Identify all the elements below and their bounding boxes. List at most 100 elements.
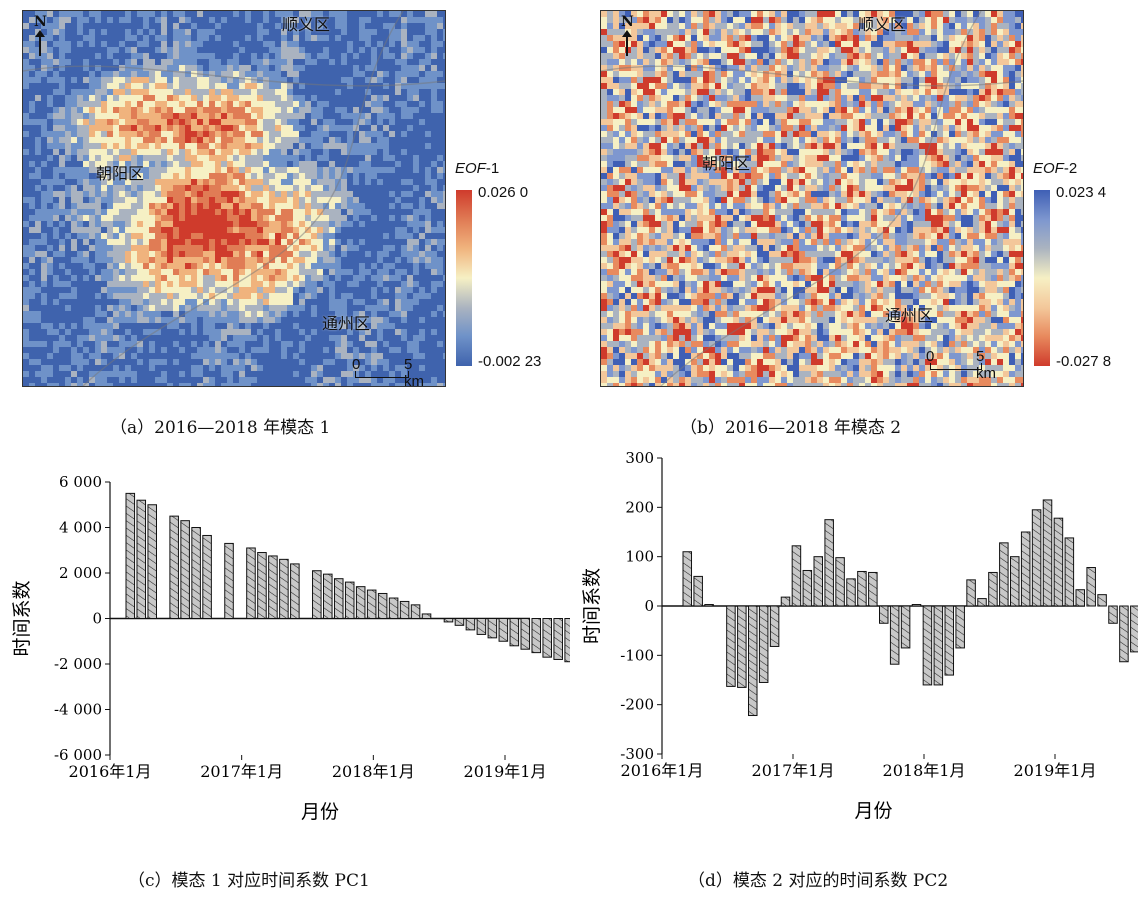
bar [509, 618, 520, 647]
bar [889, 605, 900, 665]
y-tick-label: 0 [644, 597, 654, 615]
bar [824, 519, 834, 607]
bar [1075, 589, 1086, 607]
bar [966, 579, 976, 607]
bar [693, 575, 703, 607]
x-tick-label: 2019年1月 [1014, 761, 1097, 780]
bar [1042, 499, 1053, 607]
scale-zero: 0 [926, 348, 935, 365]
bar [813, 556, 824, 607]
bar [1064, 537, 1075, 607]
caption-b: （b）2016—2018 年模态 2 [680, 418, 902, 438]
legend-max: 0.026 0 [478, 184, 529, 201]
bar [312, 570, 322, 620]
legend-title: EOF-2 [1033, 160, 1077, 177]
y-tick-label: 4 000 [59, 519, 102, 537]
legend-title-eof: EOF [1033, 160, 1064, 177]
bar [900, 605, 911, 649]
bar [1031, 509, 1042, 607]
bar [704, 604, 714, 607]
place-label-chaoyang: 朝阳区 [702, 154, 751, 173]
map-eof1 [22, 10, 446, 387]
bar [476, 618, 487, 635]
bar [846, 578, 856, 607]
bar [290, 563, 300, 619]
bar [388, 597, 399, 619]
north-arrow-icon [35, 30, 45, 56]
legend-max: 0.023 4 [1056, 184, 1107, 201]
y-tick-label: -4 000 [54, 701, 102, 719]
bar [410, 604, 421, 620]
y-tick-label: 300 [625, 449, 654, 467]
bar [1010, 556, 1020, 607]
river-line [601, 11, 1023, 386]
bar [780, 596, 791, 607]
bar [1086, 567, 1096, 607]
bar [169, 515, 179, 619]
bar [1119, 605, 1129, 663]
bar [125, 492, 136, 619]
bar [465, 618, 476, 631]
colorbar [456, 190, 472, 366]
x-tick-label: 2018年1月 [332, 762, 415, 781]
place-label-shunyi: 顺义区 [858, 15, 907, 34]
bar [1020, 531, 1031, 607]
y-tick-label: -6 000 [54, 746, 102, 764]
map-eof2 [600, 10, 1024, 387]
bar [791, 545, 802, 607]
bar [726, 605, 736, 687]
y-tick-label: 0 [92, 610, 102, 628]
x-tick-label: 2016年1月 [621, 761, 704, 780]
bar [1130, 605, 1138, 653]
north-label: N [621, 14, 634, 30]
bar [202, 534, 212, 619]
bar [355, 586, 366, 619]
bar [279, 558, 289, 619]
bar [933, 605, 944, 686]
bar [224, 542, 234, 619]
y-tick-label: 2 000 [59, 564, 102, 582]
x-tick-label: 2018年1月 [883, 761, 966, 780]
bar [531, 618, 542, 654]
x-tick-label: 2019年1月 [464, 762, 547, 781]
bar [487, 618, 498, 639]
map-eof1-raster [23, 11, 445, 386]
y-tick-label: 200 [625, 498, 654, 516]
bar [955, 605, 965, 649]
place-label-tongzhou: 通州区 [885, 306, 934, 325]
bar [443, 618, 454, 623]
bar [1053, 517, 1064, 607]
y-tick-label: 6 000 [59, 473, 102, 491]
y-tick-label: -100 [620, 646, 654, 664]
bar [879, 605, 889, 624]
bar [911, 604, 922, 607]
bar [366, 589, 377, 619]
bar [498, 618, 509, 642]
place-label-chaoyang: 朝阳区 [96, 164, 145, 183]
chart-panel-d: 300 200 100 0 -100 -200 -300 2016年1月 2017年1月 2018… [570, 440, 1138, 844]
bar [257, 552, 267, 619]
bar [421, 613, 432, 619]
y-axis-label: 时间系数 [11, 580, 33, 656]
legend-min: -0.027 8 [1056, 353, 1112, 370]
bar [323, 573, 333, 619]
legend-title: EOF-1 [455, 160, 499, 177]
bar [542, 618, 553, 658]
bar [520, 618, 531, 650]
scale-zero: 0 [352, 356, 361, 373]
bar [758, 605, 769, 683]
y-tick-label: -300 [620, 745, 654, 763]
place-label-shunyi: 顺义区 [282, 15, 331, 34]
x-tick-label: 2016年1月 [69, 762, 152, 781]
north-arrow-icon [622, 30, 632, 56]
bar [988, 571, 998, 607]
scale-bar [355, 371, 409, 378]
colorbar [1034, 190, 1050, 366]
bar [999, 542, 1009, 607]
river-line [23, 11, 445, 386]
bar [1108, 605, 1118, 624]
bar [191, 527, 201, 619]
caption-a: （a）2016—2018 年模态 1 [110, 418, 331, 438]
